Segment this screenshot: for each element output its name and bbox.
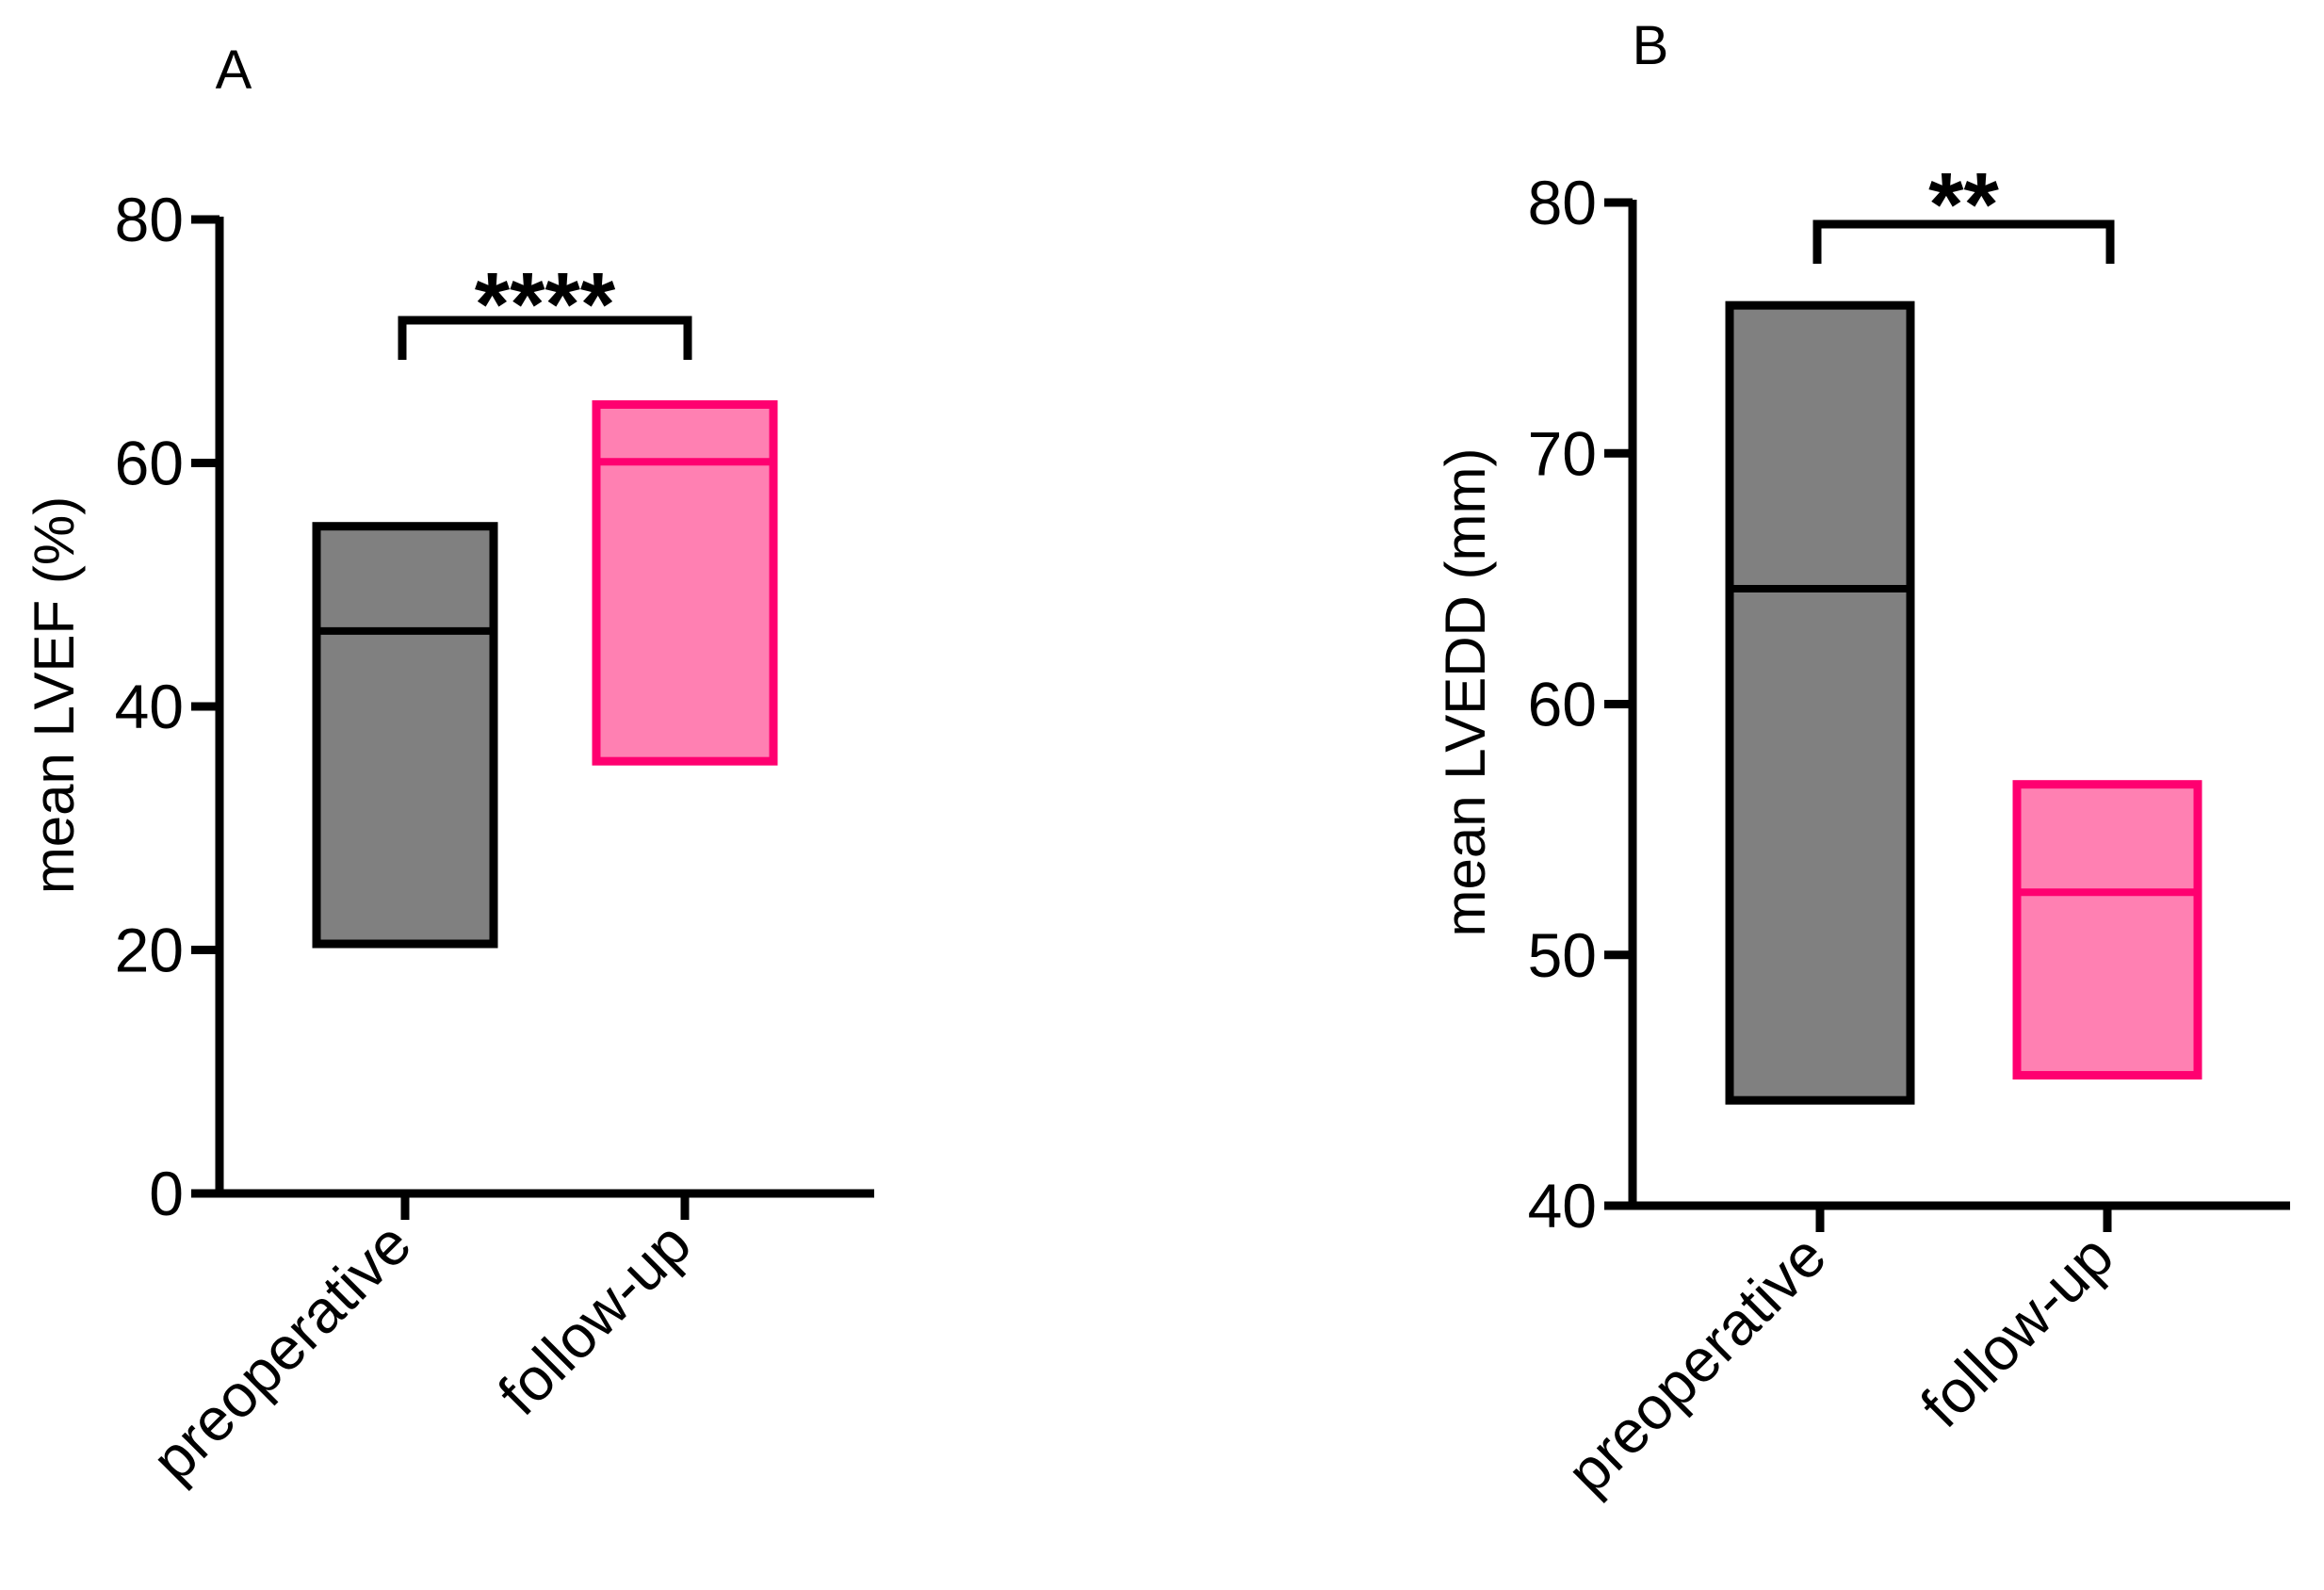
y-tick-label: 60 bbox=[115, 429, 184, 498]
y-tick-label: 40 bbox=[115, 672, 184, 741]
category-label-follow-up: follow-up bbox=[1908, 1222, 2126, 1440]
y-tick-label: 70 bbox=[1528, 418, 1597, 488]
panel-b: B 40 50 60 70 80 mean LVEDD (mm) preoperative fo… bbox=[1434, 15, 2290, 1506]
box-follow-up bbox=[2012, 780, 2202, 1080]
box-preoperative bbox=[312, 522, 498, 949]
box-preoperative bbox=[1725, 300, 1915, 1105]
y-tick-label: 80 bbox=[1528, 168, 1597, 237]
y-tick-label: 80 bbox=[115, 185, 184, 254]
significance-bracket bbox=[398, 316, 692, 360]
y-axis-title: mean LVEDD (mm) bbox=[1434, 448, 1497, 937]
significance-marker: **** bbox=[475, 254, 616, 355]
y-tick-label: 0 bbox=[149, 1159, 184, 1228]
category-label-preoperative: preoperative bbox=[1553, 1222, 1838, 1506]
significance-bracket bbox=[1812, 219, 2115, 264]
y-tick-label: 40 bbox=[1528, 1171, 1597, 1241]
panel-a: A 0 20 40 60 80 mean LVEF (%) preoperative follo… bbox=[23, 40, 874, 1494]
y-axis-title: mean LVEF (%) bbox=[23, 496, 86, 894]
y-tick-label: 50 bbox=[1528, 920, 1597, 990]
y-tick-label: 60 bbox=[1528, 670, 1597, 739]
category-label-follow-up: follow-up bbox=[485, 1209, 704, 1428]
panel-label: A bbox=[216, 40, 252, 101]
category-label-preoperative: preoperative bbox=[138, 1209, 423, 1494]
panel-label: B bbox=[1633, 15, 1669, 76]
significance-marker: ** bbox=[1928, 154, 1999, 255]
y-tick-label: 20 bbox=[115, 916, 184, 985]
